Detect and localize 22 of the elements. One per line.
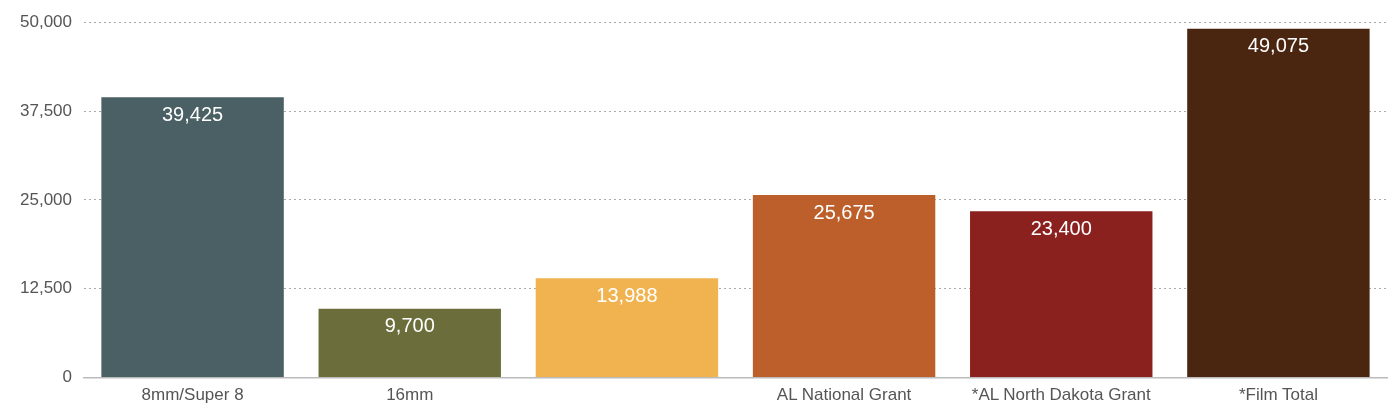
bar: [101, 97, 284, 378]
bar: [1187, 28, 1370, 378]
bar: [535, 278, 719, 378]
bar: [318, 308, 501, 378]
y-tick-label: 12,500: [20, 278, 72, 298]
bar: [970, 211, 1153, 378]
data-label: 9,700: [384, 314, 435, 337]
data-label: 23,400: [1030, 216, 1092, 239]
data-label: 25,675: [813, 200, 875, 223]
y-tick-label: 50,000: [20, 11, 72, 31]
data-label: 39,425: [161, 102, 224, 125]
x-tick-label: AL National Grant: [776, 385, 912, 405]
bar: [752, 195, 936, 378]
x-tick-label: *Film Total: [1238, 385, 1318, 405]
y-tick-label: 0: [62, 367, 72, 387]
y-tick-label: 25,000: [20, 189, 72, 209]
data-label: 13,988: [596, 283, 658, 306]
x-tick-label: 16mm: [386, 385, 434, 405]
data-label: 49,075: [1247, 34, 1309, 57]
y-tick-label: 37,500: [20, 100, 72, 120]
x-tick-label: *AL North Dakota Grant: [971, 385, 1151, 405]
x-tick-label: 8mm/Super 8: [141, 385, 244, 405]
